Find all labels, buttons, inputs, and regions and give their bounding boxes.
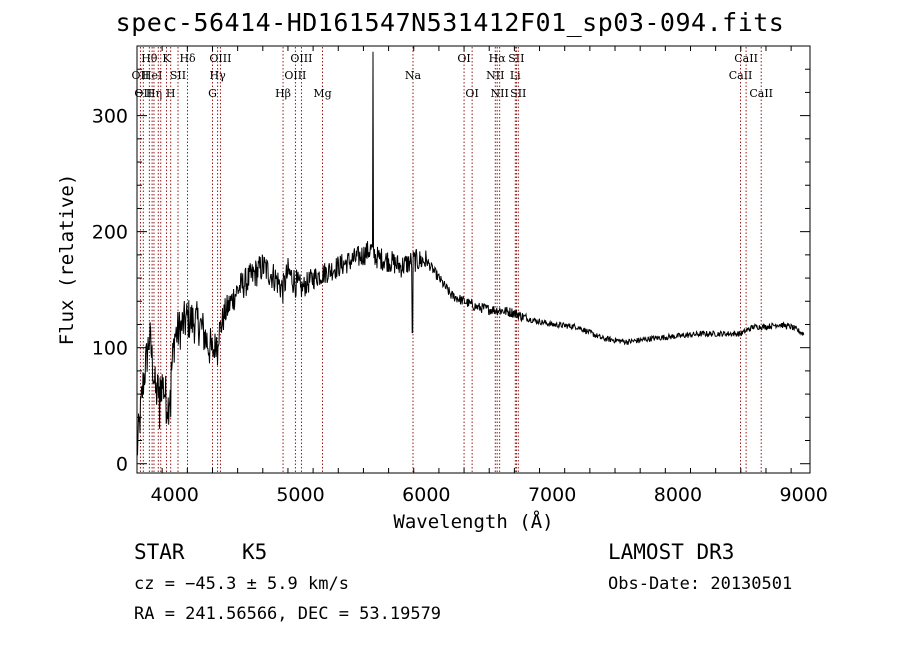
line-marker-label: SII: [510, 87, 526, 100]
x-tick-label: 5000: [276, 484, 324, 506]
line-marker-label: OIII: [290, 52, 312, 65]
object-class: STAR: [134, 540, 185, 564]
plot-frame: [136, 45, 811, 474]
line-markers: OII OII Hθ HeI Hη K H SII Hδ G Hγ OIII Hβ OIII OIII Mg N…: [132, 47, 773, 472]
line-marker-label: Li: [510, 69, 521, 82]
spectrum-line: [136, 51, 805, 456]
line-marker-label: G: [208, 87, 217, 100]
line-marker-label: Na: [405, 69, 422, 82]
line-marker-label: NII: [486, 69, 504, 82]
y-tick-label: 200: [92, 222, 128, 244]
y-axis-label: Flux (relative): [56, 174, 78, 346]
line-marker-label: Hδ: [179, 52, 196, 65]
x-axis-label: Wavelength (Å): [393, 510, 553, 533]
line-marker-label: Hη: [146, 87, 162, 100]
axis-ticks: 4000 5000 6000 7000 8000 9000 0 100 200 300: [92, 46, 828, 506]
y-tick-label: 300: [92, 106, 128, 128]
plot-border: [136, 45, 811, 474]
line-marker-label: NII: [491, 87, 509, 100]
line-marker-label: Hθ: [141, 52, 158, 65]
line-marker-label: H: [166, 87, 176, 100]
line-marker-label: Hα: [489, 52, 507, 65]
line-marker-label: Mg: [313, 87, 331, 100]
y-tick-label: 100: [92, 338, 128, 360]
line-marker-label: OI: [465, 87, 478, 100]
obs-date: Obs-Date: 20130501: [608, 574, 793, 594]
spectrum-series: [136, 51, 805, 456]
line-marker-label: Hβ: [275, 87, 291, 100]
x-tick-label: 7000: [528, 484, 576, 506]
line-marker-label: CaII: [749, 87, 773, 100]
line-marker-label: HeI: [142, 69, 162, 82]
line-marker-label: OIII: [284, 69, 306, 82]
x-tick-label: 4000: [151, 484, 199, 506]
line-marker-label: OIII: [209, 52, 231, 65]
line-marker-label: CaII: [734, 52, 758, 65]
plot-title: spec-56414-HD161547N531412F01_sp03-094.f…: [115, 8, 785, 37]
line-marker-label: CaII: [729, 69, 753, 82]
line-marker-label: K: [162, 52, 171, 65]
survey-name: LAMOST DR3: [608, 540, 735, 564]
line-marker-label: OII: [134, 87, 152, 100]
x-tick-label: 6000: [402, 484, 450, 506]
line-marker-label: OII: [132, 69, 150, 82]
velocity-readout: cz = −45.3 ± 5.9 km/s: [134, 574, 349, 594]
line-marker-label: OI: [457, 52, 470, 65]
coordinates: RA = 241.56566, DEC = 53.19579: [134, 604, 442, 624]
x-tick-label: 8000: [654, 484, 702, 506]
line-marker-label: SII: [170, 69, 186, 82]
axis-labels: Wavelength (Å) Flux (relative): [56, 174, 554, 533]
spectral-type: K5: [242, 540, 268, 564]
x-tick-label: 9000: [780, 484, 828, 506]
y-tick-label: 0: [116, 454, 128, 476]
line-marker-label: SII: [508, 52, 524, 65]
line-marker-label: Hγ: [210, 69, 227, 82]
